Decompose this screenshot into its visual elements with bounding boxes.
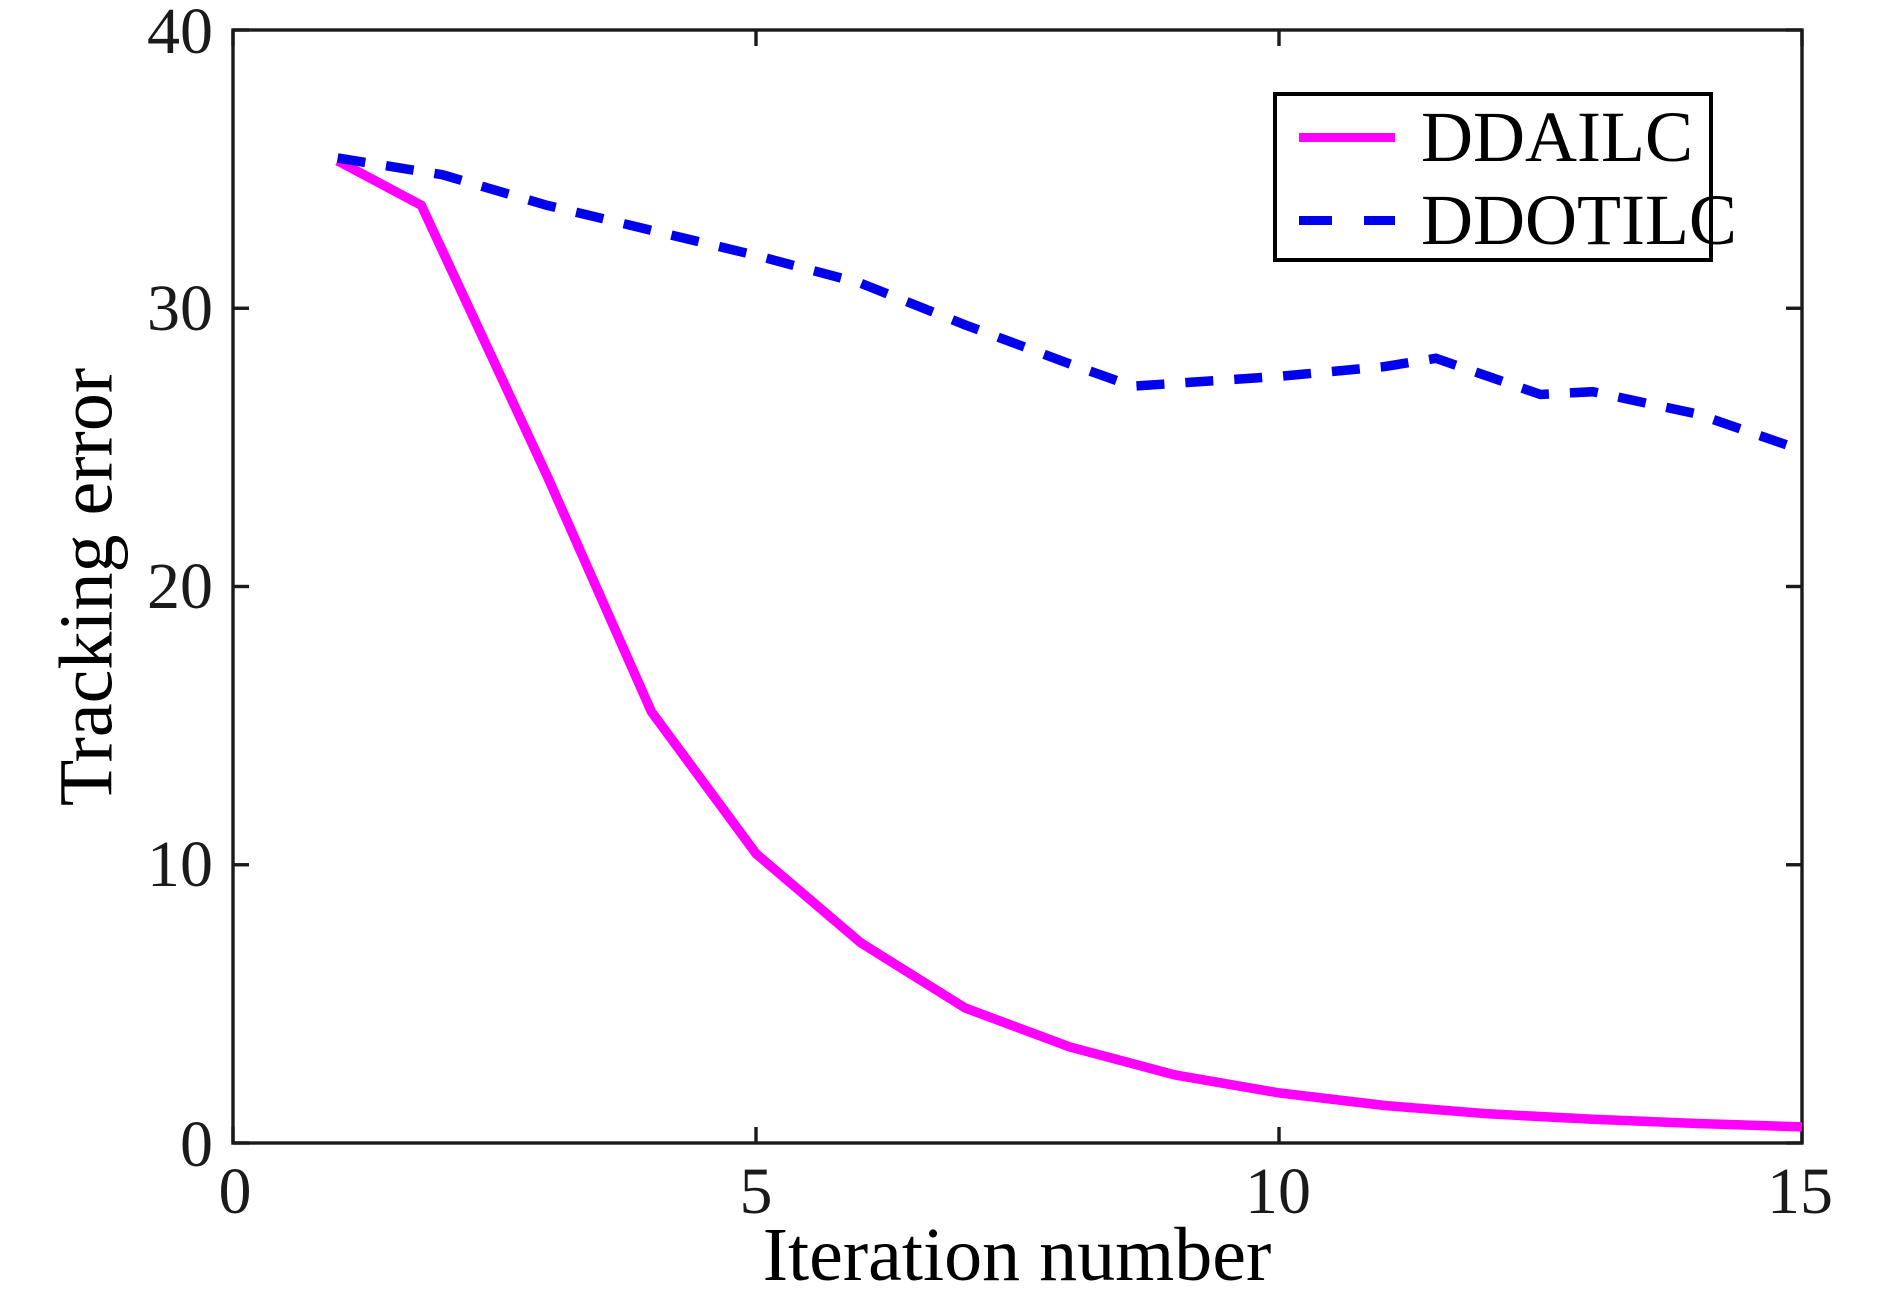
legend-line-sample-ddotilc — [1299, 216, 1395, 225]
ddotilc-line — [336, 153, 1804, 455]
y-tick-label: 10 — [147, 828, 213, 901]
ddailc-line — [335, 156, 1803, 1132]
x-tick-label: 10 — [1245, 1155, 1311, 1228]
y-axis-label: Tracking error — [44, 367, 129, 807]
y-tick-label: 0 — [180, 1108, 213, 1181]
legend-label: DDAILC — [1421, 97, 1693, 177]
x-axis-label: Iteration number — [762, 1213, 1272, 1297]
x-tick-label: 15 — [1767, 1155, 1833, 1228]
x-tick-label: 5 — [739, 1155, 773, 1228]
legend-item: DDOTILC — [1277, 179, 1737, 262]
legend: DDAILC DDOTILC — [1273, 92, 1737, 262]
y-tick-label: 30 — [147, 272, 213, 345]
legend-line-sample-ddailc — [1299, 133, 1395, 142]
y-tick-label: 20 — [147, 550, 213, 623]
legend-item: DDAILC — [1277, 96, 1709, 179]
y-tick-label: 40 — [147, 0, 213, 68]
x-tick-label: 0 — [218, 1155, 252, 1228]
legend-label: DDOTILC — [1421, 180, 1737, 260]
